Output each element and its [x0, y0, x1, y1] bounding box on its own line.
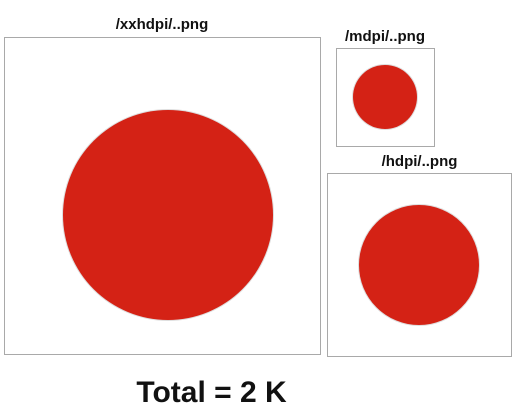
hdpi-image-frame	[327, 173, 512, 357]
xxhdpi-red-circle	[63, 110, 273, 320]
mdpi-red-circle	[353, 65, 417, 129]
total-size-caption: Total = 2 K	[136, 376, 287, 409]
xxhdpi-panel-label: /xxhdpi/..png	[115, 16, 209, 33]
hdpi-panel-label: /hdpi/..png	[381, 153, 458, 170]
xxhdpi-image-frame	[4, 37, 321, 355]
mdpi-panel-label: /mdpi/..png	[345, 28, 425, 45]
mdpi-image-frame	[336, 48, 435, 147]
hdpi-red-circle	[359, 205, 479, 325]
